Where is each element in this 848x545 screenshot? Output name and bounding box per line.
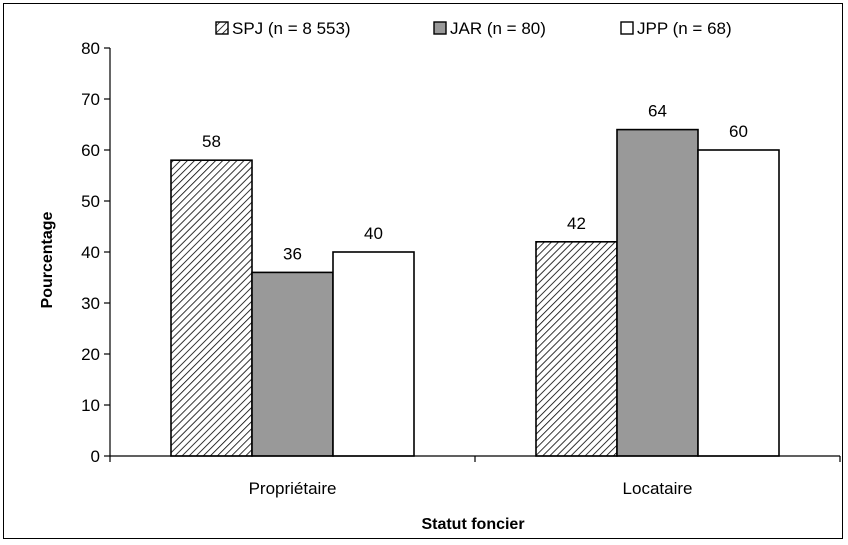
- bar-3-2: [697, 149, 780, 457]
- bar-1-1: [170, 159, 253, 457]
- x-tick-label-2: Locataire: [623, 479, 693, 498]
- y-tick-label-2: 10: [81, 396, 100, 415]
- data-label-3-1: 40: [364, 224, 383, 243]
- legend: SPJ (n = 8 553) JAR (n = 80) JPP (n = 68): [215, 19, 732, 38]
- data-label-2-1: 36: [283, 244, 302, 263]
- bar-2-2: [616, 128, 699, 457]
- bar-1-2: [535, 241, 618, 457]
- y-axis-title: Pourcentage: [39, 211, 56, 308]
- y-tick-label-7: 60: [81, 141, 100, 160]
- y-tick-label-4: 30: [81, 294, 100, 313]
- chart-svg: SPJ (n = 8 553) JAR (n = 80) JPP (n = 68) …: [39, 19, 841, 533]
- legend-swatch-3: [620, 21, 634, 35]
- bar-3-1: [332, 251, 415, 457]
- data-label-3-2: 60: [729, 122, 748, 141]
- x-tick-label-1: Propriétaire: [249, 479, 337, 498]
- y-tick-label-9: 80: [81, 39, 100, 58]
- axes: Propriétaire Locataire 0 10 20 30 40 50 60 70 80: [81, 39, 841, 498]
- legend-label-2: JAR (n = 80): [450, 19, 546, 38]
- legend-swatch-2: [433, 21, 447, 35]
- y-tick-label-1: 0: [91, 447, 100, 466]
- x-axis-title: Statut foncier: [421, 516, 524, 533]
- y-tick-label-8: 70: [81, 90, 100, 109]
- legend-label-3: JPP (n = 68): [637, 19, 732, 38]
- data-label-1-2: 42: [567, 214, 586, 233]
- y-tick-label-5: 40: [81, 243, 100, 262]
- data-label-2-2: 64: [648, 102, 667, 121]
- chart-frame: SPJ (n = 8 553) JAR (n = 80) JPP (n = 68) …: [3, 3, 843, 539]
- bar-2-1: [251, 271, 334, 457]
- legend-label-1: SPJ (n = 8 553): [232, 19, 351, 38]
- y-tick-label-6: 50: [81, 192, 100, 211]
- y-tick-label-3: 20: [81, 345, 100, 364]
- legend-swatch-1: [215, 21, 229, 35]
- bars: 58 36 40 42 64 60: [170, 102, 780, 457]
- data-label-1-1: 58: [202, 132, 221, 151]
